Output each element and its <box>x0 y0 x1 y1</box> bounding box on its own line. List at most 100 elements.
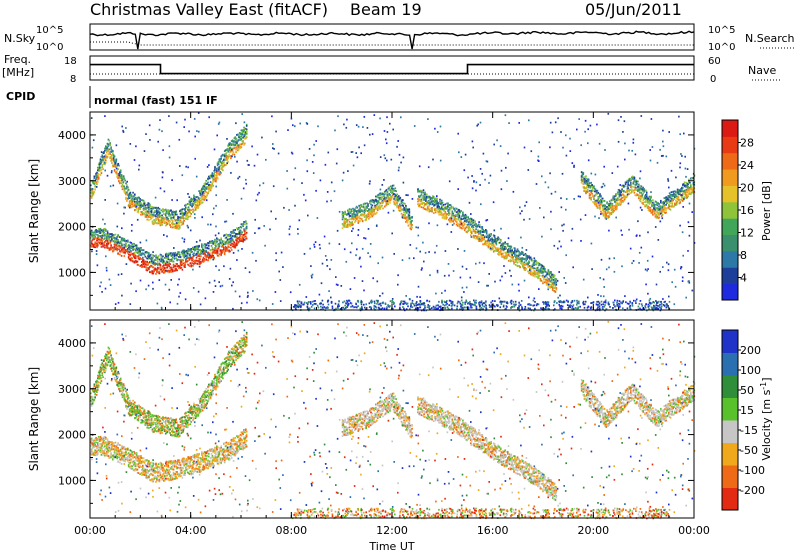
power-cell <box>196 199 199 202</box>
power-cell <box>245 227 248 230</box>
power-cell <box>137 264 140 266</box>
power-cell <box>530 265 533 268</box>
power-cell <box>130 195 133 198</box>
power-cell <box>170 252 172 254</box>
power-cell <box>136 202 139 205</box>
power-cell <box>395 196 397 199</box>
power-cell <box>180 259 183 262</box>
power-cell <box>405 207 407 210</box>
power-cell <box>420 193 423 196</box>
power-cell <box>398 209 400 211</box>
power-cell <box>498 247 500 250</box>
power-cell <box>461 218 463 220</box>
power-cell <box>179 219 182 222</box>
power-cell <box>554 284 557 287</box>
power-cell <box>159 224 162 227</box>
power-cell <box>134 251 136 254</box>
power-cell <box>170 209 172 212</box>
power-cell <box>172 223 175 225</box>
power-cell <box>549 285 551 288</box>
power-cell <box>370 200 373 203</box>
power-cell <box>115 158 118 161</box>
power-cell <box>449 206 452 209</box>
power-cell <box>245 131 247 134</box>
power-cell <box>105 238 108 241</box>
power-cell <box>484 236 486 239</box>
power-cell <box>384 192 387 195</box>
power-cell <box>598 196 600 199</box>
power-cell <box>144 261 147 264</box>
power-cell <box>394 190 397 192</box>
power-cell <box>471 219 474 222</box>
power-cell <box>134 244 137 247</box>
power-cell <box>240 230 243 233</box>
power-cell <box>167 218 170 220</box>
power-cell <box>345 225 347 228</box>
power-cell <box>148 202 150 205</box>
power-cell <box>424 203 426 206</box>
power-cell <box>450 219 453 221</box>
power-cell <box>455 207 458 210</box>
power-cell <box>144 214 147 217</box>
power-cell <box>424 202 426 205</box>
power-cell <box>201 252 203 255</box>
power-cell <box>456 224 459 227</box>
power-cell <box>178 227 180 230</box>
power-cell <box>499 253 501 255</box>
power-cell <box>99 235 102 237</box>
power-cell <box>211 172 214 175</box>
power-cell <box>190 265 192 268</box>
power-cell <box>519 258 521 261</box>
power-cell <box>495 242 498 244</box>
power-cell <box>440 209 442 212</box>
power-cell <box>127 253 130 256</box>
power-cell <box>121 239 124 242</box>
power-cell <box>645 191 648 194</box>
power-cell <box>403 216 405 219</box>
power-cell <box>192 198 194 201</box>
power-cell <box>120 238 123 241</box>
power-cell <box>152 214 155 217</box>
power-cell <box>141 263 143 266</box>
power-cell <box>504 255 506 257</box>
power-cell <box>171 213 174 216</box>
power-cell <box>355 218 358 220</box>
power-cell <box>229 142 231 144</box>
power-cell <box>398 209 401 212</box>
power-cell <box>242 140 244 143</box>
power-cell <box>156 262 158 265</box>
power-cell <box>156 259 158 261</box>
power-cell <box>181 253 184 256</box>
power-cell <box>142 256 144 259</box>
power-cell <box>196 202 199 205</box>
power-cell <box>127 196 130 198</box>
power-cell <box>109 242 111 244</box>
power-cell <box>140 254 142 256</box>
power-cell <box>355 210 358 213</box>
power-cell <box>529 273 532 276</box>
power-cell <box>226 247 229 250</box>
power-cell <box>124 179 126 182</box>
power-cell <box>535 270 537 273</box>
power-cell <box>135 198 138 200</box>
power-cell <box>138 254 140 256</box>
power-cell <box>392 189 395 191</box>
power-cell <box>157 272 160 274</box>
power-cell <box>197 248 200 251</box>
power-cell <box>187 249 190 252</box>
power-cell <box>106 148 109 151</box>
power-cell <box>171 270 174 273</box>
power-cell <box>235 151 237 153</box>
power-cell <box>216 251 219 254</box>
power-cell <box>496 249 498 252</box>
power-cell <box>174 212 177 214</box>
power-cell <box>447 210 449 212</box>
power-cell <box>554 280 557 283</box>
power-cell <box>216 177 219 180</box>
power-cell <box>437 202 439 204</box>
power-cell <box>218 245 221 248</box>
power-cell <box>219 249 222 252</box>
power-cell <box>408 210 411 212</box>
power-cell <box>364 207 367 209</box>
power-cell <box>142 209 145 212</box>
